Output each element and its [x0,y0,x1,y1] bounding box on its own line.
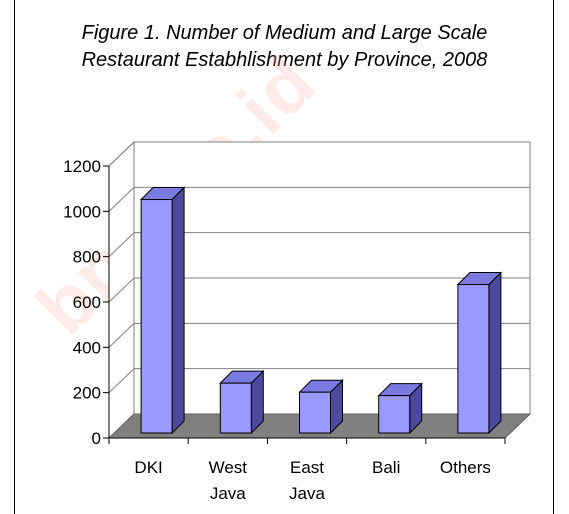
bar [219,382,252,434]
y-tick-label: 600 [73,293,101,312]
chart-title-line-1: Figure 1. Number of Medium and Large Sca… [81,22,488,44]
gridline-side [108,186,135,212]
bar-side [171,186,185,435]
figure-frame [14,0,554,514]
x-tick-label: East [290,458,324,477]
x-tick-label: Java [210,484,246,503]
y-tick-label: 0 [92,429,101,448]
y-tick-label: 1200 [63,157,101,176]
gridline-side [108,322,135,348]
y-tick-label: 1000 [63,202,101,221]
chart-title: Figure 1. Number of Medium and Large Sca… [20,20,549,74]
x-tick-label: Others [440,458,491,477]
y-tick-label: 800 [73,248,101,267]
y-tick-label: 200 [73,384,101,403]
bar-side [488,271,502,435]
bar [457,284,490,434]
bar [299,391,331,434]
gridline-side [108,368,135,394]
x-tick-label: DKI [134,458,162,477]
x-tick-label: West [209,458,248,477]
gridline-side [108,141,135,167]
bar [140,199,173,434]
gridline-side [108,277,135,303]
gridline-side [108,232,135,258]
bar [378,395,411,434]
y-tick-label: 400 [73,338,101,357]
chart-title-line-2: Restaurant Estabhlishment by Province, 2… [81,49,488,71]
x-tick-label: Bali [372,458,400,477]
x-tick-label: Java [289,484,325,503]
